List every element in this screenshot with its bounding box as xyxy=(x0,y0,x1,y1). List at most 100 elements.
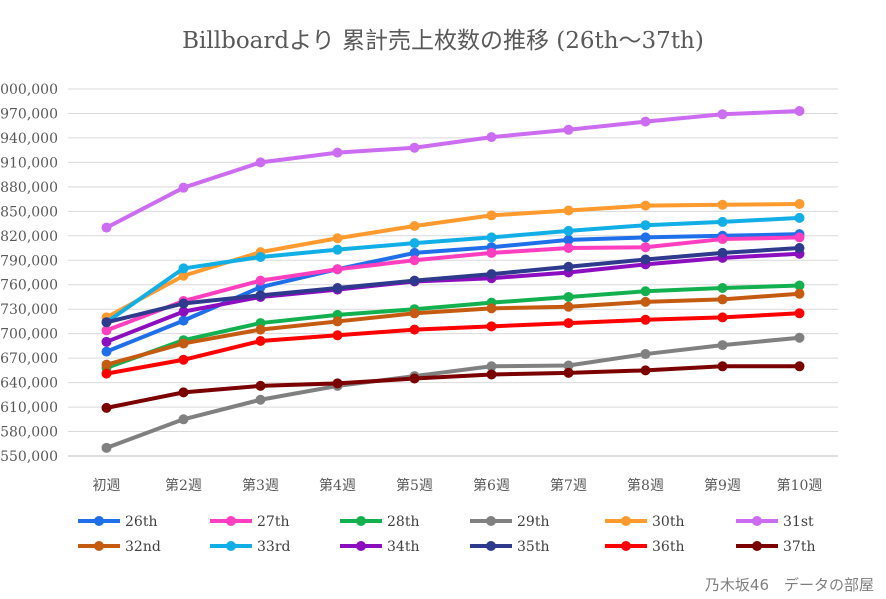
legend-label: 34th xyxy=(387,539,419,555)
x-tick-label: 第10週 xyxy=(777,477,823,494)
data-point xyxy=(717,216,728,227)
legend: 26th 27th 28th 29th 30th 31st 32nd 33rd 34th 35th… xyxy=(78,514,815,555)
data-point xyxy=(101,359,112,370)
legend-label: 28th xyxy=(387,514,419,530)
series-line xyxy=(105,283,800,370)
data-point xyxy=(640,286,651,297)
data-point xyxy=(178,306,189,317)
data-point xyxy=(409,324,420,335)
y-tick-label: 580,000 xyxy=(0,425,58,441)
data-point xyxy=(717,340,728,351)
legend-swatch-marker xyxy=(752,541,762,551)
data-point xyxy=(794,361,805,372)
data-point xyxy=(101,442,112,453)
legend-item-30th: 30th xyxy=(605,514,684,530)
data-point xyxy=(332,378,343,389)
x-tick-label: 第7週 xyxy=(550,477,587,494)
x-tick-label: 初週 xyxy=(93,477,121,494)
legend-swatch-marker xyxy=(226,516,236,526)
data-point xyxy=(563,301,574,312)
y-tick-label: 550,000 xyxy=(0,449,58,465)
data-point xyxy=(794,243,805,254)
data-point xyxy=(794,288,805,299)
data-point xyxy=(794,106,805,117)
legend-label: 32nd xyxy=(125,539,161,555)
data-point xyxy=(563,261,574,272)
data-point xyxy=(409,275,420,286)
data-point xyxy=(563,318,574,329)
legend-item-29th: 29th xyxy=(470,514,549,530)
data-point xyxy=(409,247,420,258)
series-line xyxy=(105,335,800,450)
data-point xyxy=(409,221,420,232)
legend-item-32nd: 32nd xyxy=(78,539,161,555)
data-point xyxy=(255,290,266,301)
y-tick-label: 760,000 xyxy=(0,278,58,294)
data-point xyxy=(332,264,343,275)
x-tick-label: 第5週 xyxy=(396,477,433,494)
series-line xyxy=(105,215,800,324)
data-point xyxy=(178,414,189,425)
data-point xyxy=(486,361,497,372)
data-point xyxy=(717,361,728,372)
y-tick-label: 730,000 xyxy=(0,302,58,318)
legend-item-37th: 37th xyxy=(736,539,815,555)
series-line xyxy=(105,251,800,344)
data-point xyxy=(255,252,266,263)
legend-item-31st: 31st xyxy=(736,514,814,530)
legend-swatch-marker xyxy=(226,541,236,551)
legend-swatch-marker xyxy=(94,541,104,551)
data-point xyxy=(717,234,728,245)
data-point xyxy=(255,275,266,286)
data-point xyxy=(794,308,805,319)
data-point xyxy=(178,338,189,349)
legend-swatch-marker xyxy=(486,516,496,526)
data-point xyxy=(486,232,497,243)
data-point xyxy=(717,199,728,210)
data-point xyxy=(101,336,112,347)
series-33rd xyxy=(101,212,805,328)
y-tick-label: 910,000 xyxy=(0,155,58,171)
data-point xyxy=(101,325,112,336)
data-point xyxy=(486,247,497,258)
data-point xyxy=(332,233,343,244)
data-point xyxy=(486,369,497,380)
legend-item-33rd: 33rd xyxy=(210,539,291,555)
y-tick-label: 610,000 xyxy=(0,400,58,416)
data-point xyxy=(255,157,266,168)
series-29th xyxy=(101,332,805,453)
y-tick-label: 790,000 xyxy=(0,253,58,269)
data-point xyxy=(563,225,574,236)
data-point xyxy=(332,147,343,158)
x-tick-label: 第6週 xyxy=(473,477,510,494)
data-point xyxy=(101,317,112,328)
data-point xyxy=(255,336,266,347)
data-point xyxy=(563,360,574,371)
legend-label: 35th xyxy=(517,539,549,555)
data-point xyxy=(178,182,189,193)
data-point xyxy=(178,263,189,274)
data-point xyxy=(255,324,266,335)
data-point xyxy=(178,298,189,309)
data-point xyxy=(409,238,420,249)
data-point xyxy=(563,205,574,216)
x-tick-label: 第8週 xyxy=(627,477,664,494)
data-point xyxy=(640,296,651,307)
data-point xyxy=(563,234,574,245)
legend-swatch-marker xyxy=(94,516,104,526)
data-point xyxy=(332,316,343,327)
data-point xyxy=(563,124,574,135)
data-point xyxy=(409,255,420,266)
legend-label: 31st xyxy=(783,514,814,530)
x-tick-label: 第9週 xyxy=(704,477,741,494)
data-point xyxy=(717,312,728,323)
data-point xyxy=(794,198,805,209)
data-point xyxy=(409,142,420,153)
data-point xyxy=(486,303,497,314)
series-line xyxy=(105,235,800,333)
series-36th xyxy=(101,308,805,379)
y-tick-label: 670,000 xyxy=(0,351,58,367)
data-point xyxy=(717,247,728,258)
